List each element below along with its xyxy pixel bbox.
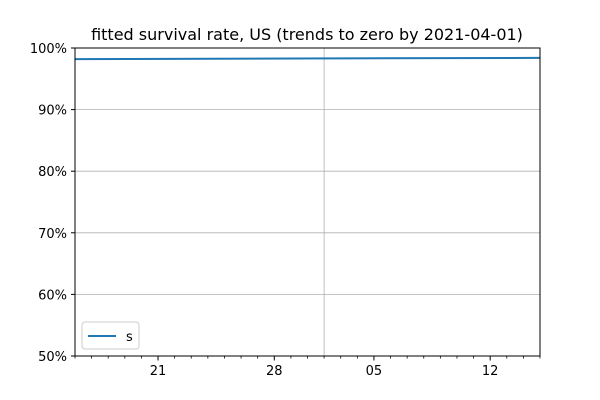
series-layer — [74, 56, 541, 61]
y-tick-label: 50% — [38, 350, 67, 365]
series-line-s — [74, 56, 541, 61]
x-tick-label: 28 — [266, 364, 283, 379]
chart-title: fitted survival rate, US (trends to zero… — [91, 25, 523, 44]
legend: s — [81, 321, 140, 350]
y-tick-label: 80% — [38, 165, 67, 180]
y-tick-label: 100% — [30, 42, 67, 57]
grid-lines — [75, 48, 540, 356]
y-tick-label: 90% — [38, 104, 67, 119]
x-tick-label: 21 — [150, 364, 167, 379]
y-tick-label: 60% — [38, 288, 67, 303]
y-axis: 50% 60% 70% 80% 90% 100% — [30, 42, 75, 365]
plot-frame — [74, 47, 541, 357]
legend-label-s: s — [126, 330, 133, 345]
x-tick-label: 12 — [482, 364, 499, 379]
x-axis: 21 28 05 12 — [74, 356, 541, 379]
x-tick-label: 05 — [366, 364, 383, 379]
y-tick-label: 70% — [38, 227, 67, 242]
